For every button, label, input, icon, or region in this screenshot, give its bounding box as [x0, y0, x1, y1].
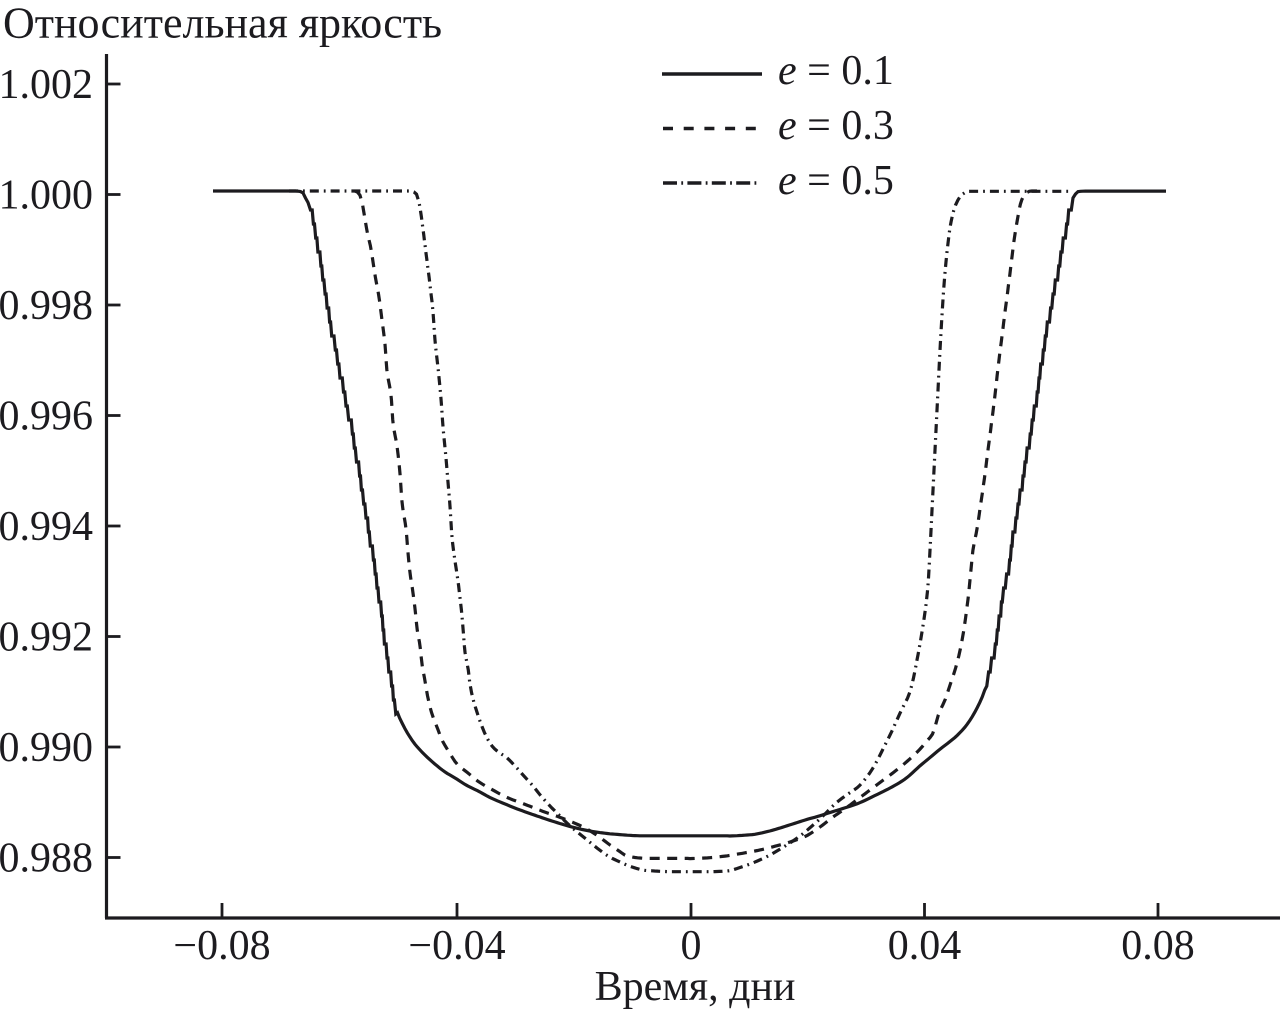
svg-text:0.994: 0.994: [0, 504, 93, 550]
svg-text:−0.08: −0.08: [173, 923, 270, 969]
svg-text:0.990: 0.990: [0, 725, 93, 771]
svg-text:1.002: 1.002: [0, 62, 93, 108]
svg-text:Относительная яркость: Относительная яркость: [3, 0, 442, 48]
svg-text:Время, дни: Время, дни: [595, 964, 796, 1010]
svg-text:0.998: 0.998: [0, 283, 93, 329]
svg-text:−0.04: −0.04: [408, 923, 505, 969]
svg-text:0.08: 0.08: [1121, 923, 1195, 969]
svg-text:e = 0.1: e = 0.1: [778, 48, 894, 94]
svg-text:e = 0.3: e = 0.3: [778, 103, 894, 149]
svg-text:0.992: 0.992: [0, 615, 93, 661]
svg-text:0.988: 0.988: [0, 836, 93, 882]
svg-text:1.000: 1.000: [0, 173, 93, 219]
svg-text:0.996: 0.996: [0, 394, 93, 440]
svg-text:e = 0.5: e = 0.5: [778, 158, 894, 204]
svg-text:0: 0: [681, 923, 702, 969]
svg-text:0.04: 0.04: [888, 923, 962, 969]
